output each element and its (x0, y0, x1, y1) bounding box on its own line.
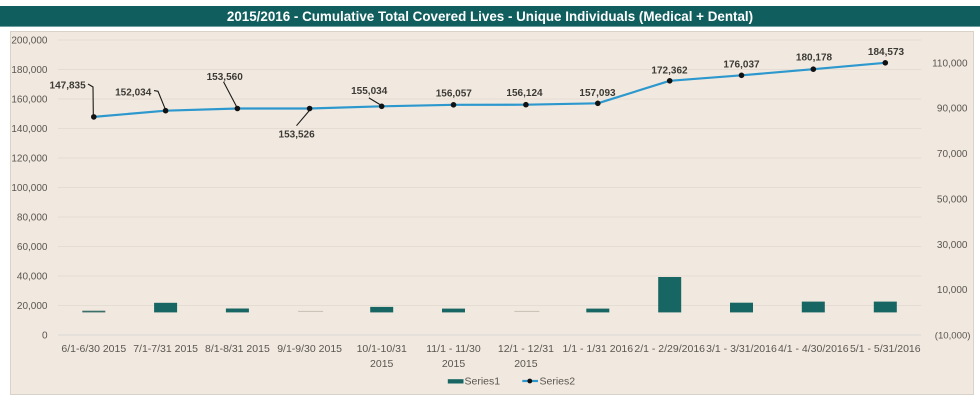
svg-text:11/1 - 11/30: 11/1 - 11/30 (426, 343, 481, 355)
svg-text:1/1 - 1/31 2016: 1/1 - 1/31 2016 (562, 343, 633, 355)
svg-text:30,000: 30,000 (937, 240, 968, 251)
svg-text:140,000: 140,000 (11, 124, 48, 135)
svg-text:(10,000): (10,000) (935, 331, 971, 342)
svg-text:200,000: 200,000 (11, 36, 48, 47)
svg-text:120,000: 120,000 (11, 154, 48, 165)
svg-text:100,000: 100,000 (11, 183, 48, 194)
svg-text:8/1-8/31 2015: 8/1-8/31 2015 (205, 343, 270, 355)
svg-text:180,000: 180,000 (11, 65, 48, 76)
svg-text:184,573: 184,573 (868, 47, 905, 58)
svg-text:2015: 2015 (514, 358, 538, 370)
svg-text:12/1 - 12/31: 12/1 - 12/31 (498, 343, 554, 355)
svg-text:160,000: 160,000 (11, 95, 48, 106)
svg-text:153,560: 153,560 (207, 72, 244, 83)
svg-text:2015: 2015 (370, 358, 394, 370)
svg-text:10,000: 10,000 (937, 285, 968, 296)
svg-text:172,362: 172,362 (651, 66, 688, 77)
svg-text:2/1 - 2/29/2016: 2/1 - 2/29/2016 (634, 343, 705, 355)
svg-text:20,000: 20,000 (17, 301, 48, 312)
svg-text:6/1-6/30 2015: 6/1-6/30 2015 (61, 343, 126, 355)
svg-text:147,835: 147,835 (50, 80, 87, 91)
svg-text:9/1-9/30 2015: 9/1-9/30 2015 (277, 343, 342, 355)
svg-text:0: 0 (42, 331, 48, 342)
svg-text:156,124: 156,124 (506, 88, 543, 99)
svg-text:176,037: 176,037 (723, 60, 760, 71)
svg-text:40,000: 40,000 (17, 272, 48, 283)
svg-text:157,093: 157,093 (579, 88, 616, 99)
svg-text:3/1 - 3/31/2016: 3/1 - 3/31/2016 (706, 343, 777, 355)
svg-text:5/1 - 5/31/2016: 5/1 - 5/31/2016 (850, 343, 921, 355)
svg-text:155,034: 155,034 (351, 86, 388, 97)
svg-text:10/1-10/31: 10/1-10/31 (357, 343, 407, 355)
svg-text:153,526: 153,526 (279, 130, 316, 141)
svg-text:2015/2016 - Cumulative Total C: 2015/2016 - Cumulative Total Covered Liv… (227, 9, 753, 24)
svg-text:90,000: 90,000 (937, 104, 968, 115)
svg-text:156,057: 156,057 (436, 88, 473, 99)
svg-text:80,000: 80,000 (17, 213, 48, 224)
svg-text:180,178: 180,178 (796, 53, 833, 64)
svg-text:Series1: Series1 (465, 376, 501, 388)
svg-text:110,000: 110,000 (932, 58, 968, 69)
svg-text:70,000: 70,000 (937, 149, 968, 160)
svg-text:60,000: 60,000 (17, 242, 48, 253)
svg-text:4/1 - 4/30/2016: 4/1 - 4/30/2016 (778, 343, 849, 355)
svg-text:Series2: Series2 (540, 376, 576, 388)
svg-text:50,000: 50,000 (937, 194, 968, 205)
svg-text:2015: 2015 (442, 358, 466, 370)
svg-text:7/1-7/31 2015: 7/1-7/31 2015 (133, 343, 198, 355)
svg-text:152,034: 152,034 (115, 87, 152, 98)
